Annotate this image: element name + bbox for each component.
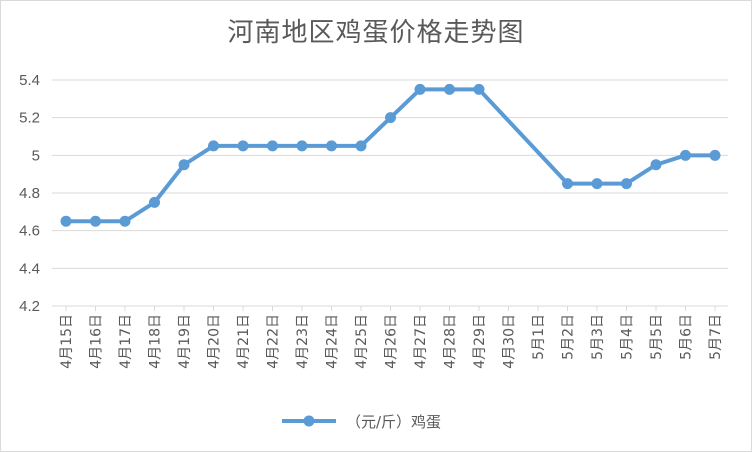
x-tick-label: 5月7日 <box>708 314 724 360</box>
y-tick-label: 5 <box>32 147 40 164</box>
x-tick-label: 5月6日 <box>679 314 695 360</box>
legend-label: （元/斤）鸡蛋 <box>346 413 441 431</box>
x-tick-label: 4月25日 <box>354 314 370 369</box>
x-tick-label: 4月23日 <box>295 314 311 369</box>
data-point <box>680 149 691 161</box>
data-point <box>237 140 249 152</box>
x-tick-label: 4月18日 <box>148 314 164 369</box>
data-point <box>267 140 278 152</box>
y-tick-label: 4.6 <box>19 223 40 240</box>
data-point <box>208 140 219 152</box>
y-tick-label: 4.4 <box>19 260 40 277</box>
y-axis-ticks: 4.2 4.4 4.6 4.8 5 5.2 5.4 <box>19 72 40 315</box>
x-tick-label: 4月27日 <box>413 314 429 369</box>
x-tick-label: 5月3日 <box>590 314 606 360</box>
x-tick-label: 4月24日 <box>325 314 341 369</box>
x-tick-label: 4月20日 <box>207 314 223 369</box>
x-tick-label: 4月15日 <box>59 314 75 369</box>
data-point <box>178 159 190 171</box>
data-point <box>444 83 455 95</box>
y-tick-label: 4.2 <box>19 298 40 315</box>
data-point <box>473 83 485 95</box>
x-tick-label: 4月30日 <box>502 314 518 369</box>
data-point <box>385 112 396 124</box>
data-point <box>621 178 632 190</box>
data-point <box>562 178 573 190</box>
data-point <box>296 140 308 152</box>
x-tick-label: 4月17日 <box>118 314 134 369</box>
legend: （元/斤）鸡蛋 <box>282 413 441 431</box>
y-tick-label: 5.4 <box>19 72 40 89</box>
x-tick-label: 4月21日 <box>236 314 252 369</box>
x-tick-label: 4月19日 <box>177 314 193 369</box>
legend-marker <box>303 415 315 427</box>
data-point <box>149 196 160 208</box>
data-point <box>414 83 426 95</box>
x-tick-label: 4月26日 <box>384 314 400 369</box>
data-point <box>709 149 721 161</box>
x-axis-ticks: 4月15日 4月16日 4月17日 4月18日 4月19日 4月20日 4月21日 4月22日… <box>59 306 724 369</box>
data-point <box>119 215 131 227</box>
x-tick-label: 5月2日 <box>561 314 577 360</box>
x-tick-label: 5月1日 <box>531 314 547 360</box>
x-tick-label: 5月5日 <box>649 314 665 360</box>
x-tick-label: 5月4日 <box>620 314 636 360</box>
data-point <box>650 159 662 171</box>
data-point <box>591 178 603 190</box>
x-tick-label: 4月16日 <box>89 314 105 369</box>
y-tick-label: 4.8 <box>19 185 40 202</box>
x-tick-label: 4月22日 <box>266 314 282 369</box>
x-tick-label: 4月29日 <box>472 314 488 369</box>
chart-title: 河南地区鸡蛋价格走势图 <box>227 18 525 48</box>
y-tick-label: 5.2 <box>19 110 40 127</box>
series-layer <box>60 83 721 227</box>
x-tick-label: 4月28日 <box>443 314 459 369</box>
data-point <box>326 140 337 152</box>
data-point <box>60 215 72 227</box>
data-point <box>90 215 101 227</box>
data-point <box>355 140 367 152</box>
